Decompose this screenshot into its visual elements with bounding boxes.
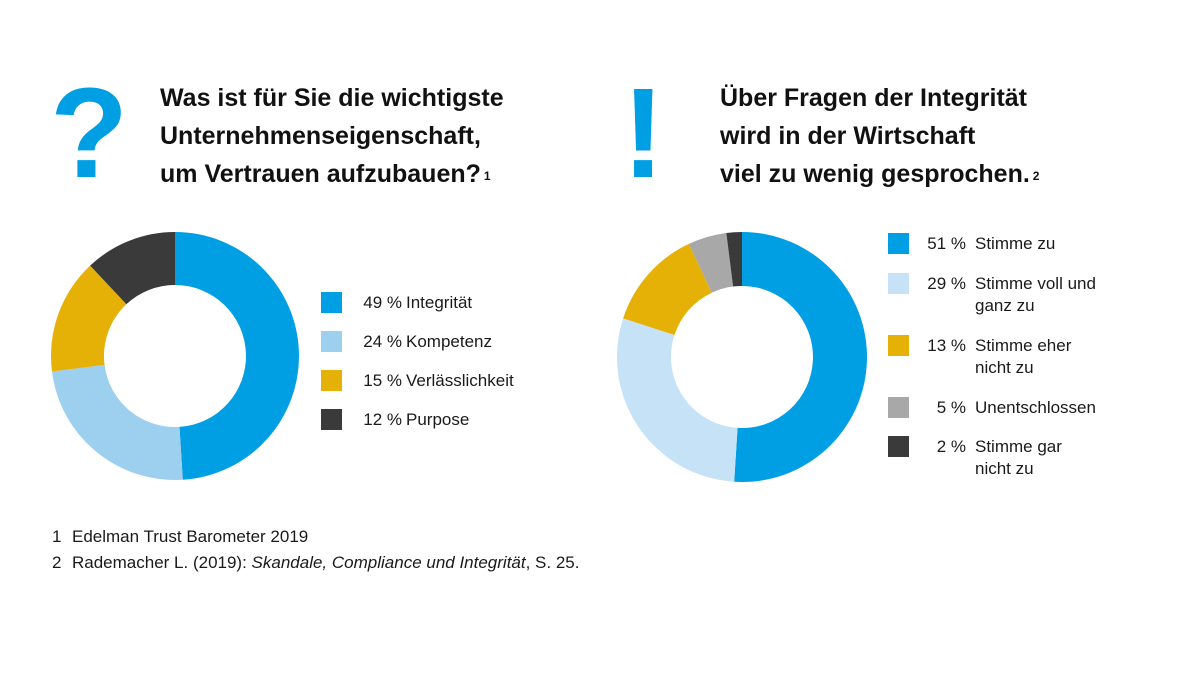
legend-label-line: Unentschlossen: [975, 398, 1096, 417]
legend-percent: 2 %: [936, 437, 966, 456]
legend-swatch: [888, 335, 909, 356]
legend-swatch: [888, 233, 909, 254]
legend-label-line: Verlässlichkeit: [406, 371, 514, 390]
title-line: wird in der Wirtschaft: [720, 122, 976, 150]
legend-swatch: [888, 436, 909, 457]
donut-slice: [617, 318, 738, 482]
title-line: um Vertrauen aufzubauen? 1: [160, 160, 491, 188]
title-line: Unternehmenseigenschaft,: [160, 122, 481, 150]
footnotes: 1 Edelman Trust Barometer 2019 2 Rademache…: [52, 524, 579, 576]
footnote: 1 Edelman Trust Barometer 2019: [52, 527, 309, 546]
legend-swatch: [888, 397, 909, 418]
donut-slice: [726, 232, 742, 287]
legend-percent: 29 %: [927, 274, 966, 293]
legend-label-line: Purpose: [406, 410, 470, 429]
donut-chart-right: [617, 232, 868, 482]
legend-percent: 13 %: [927, 336, 966, 355]
chart-title-right: Über Fragen der Integrität wird in der W…: [720, 79, 1039, 193]
exclamation-mark-icon: !: [622, 62, 665, 205]
legend-label-line: Stimme eher: [975, 336, 1072, 355]
legend-percent: 49 %: [363, 293, 402, 312]
legend-label-line: Integrität: [406, 293, 473, 312]
legend-label: Stimme eher nicht zu: [975, 335, 1071, 379]
legend-percent: 5 %: [936, 398, 966, 417]
legend-percent: 15 %: [363, 371, 402, 390]
legend-swatch: [888, 273, 909, 294]
legend-label: Stimme gar nicht zu: [975, 436, 1062, 480]
footnote-ref: 2: [1032, 169, 1040, 183]
donut-chart-left: [51, 232, 299, 480]
donut-slice: [688, 232, 734, 293]
donut-slice: [175, 232, 299, 480]
footnote-ref: 1: [483, 169, 491, 183]
legend-label: Purpose: [406, 409, 469, 431]
donut-slice: [623, 243, 712, 336]
legend-label: Kompetenz: [406, 331, 492, 353]
chart-title-left: Was ist für Sie die wichtigste Unternehm…: [160, 79, 504, 193]
legend-label-line: Kompetenz: [406, 332, 492, 351]
title-line: viel zu wenig gesprochen. 2: [720, 160, 1040, 188]
legend-label-line: Stimme zu: [975, 234, 1056, 253]
footnote: 2 Rademacher L. (2019): Skandale, Complia…: [52, 553, 580, 572]
question-mark-icon: ?: [50, 62, 129, 205]
legend-percent: 12 %: [363, 410, 402, 429]
donut-slice: [51, 265, 127, 372]
legend-label-line: ganz zu: [975, 296, 1035, 315]
legend-swatch: [321, 331, 342, 352]
legend-swatch: [321, 370, 342, 391]
legend-label: Verlässlichkeit: [406, 370, 514, 392]
legend-label-line: nicht zu: [975, 358, 1034, 377]
legend-swatch: [321, 409, 342, 430]
title-line: Was ist für Sie die wichtigste: [160, 84, 504, 112]
legend-swatch: [321, 292, 342, 313]
legend-percent: 24 %: [363, 332, 402, 351]
donut-slice: [734, 232, 868, 482]
legend-label-line: nicht zu: [975, 459, 1034, 478]
title-line: Über Fragen der Integrität: [720, 84, 1027, 112]
donut-slice: [51, 364, 183, 480]
legend-label: Stimme voll und ganz zu: [975, 273, 1096, 317]
legend-label-line: Stimme gar: [975, 437, 1062, 456]
donut-slice: [90, 232, 175, 305]
legend-label: Stimme zu: [975, 233, 1055, 255]
legend-label-line: Stimme voll und: [975, 274, 1096, 293]
legend-label: Unentschlossen: [975, 397, 1096, 419]
legend-label: Integrität: [406, 292, 472, 314]
legend-percent: 51 %: [927, 234, 966, 253]
